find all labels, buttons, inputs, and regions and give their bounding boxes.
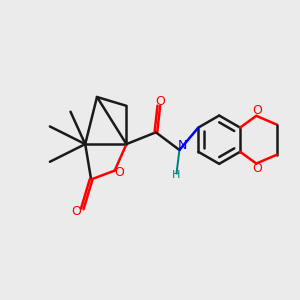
Text: O: O [71, 205, 81, 218]
Text: O: O [155, 95, 165, 108]
Text: H: H [172, 170, 181, 180]
Text: N: N [178, 139, 187, 152]
Text: O: O [252, 162, 262, 175]
Text: O: O [252, 104, 262, 117]
Text: O: O [114, 166, 124, 178]
